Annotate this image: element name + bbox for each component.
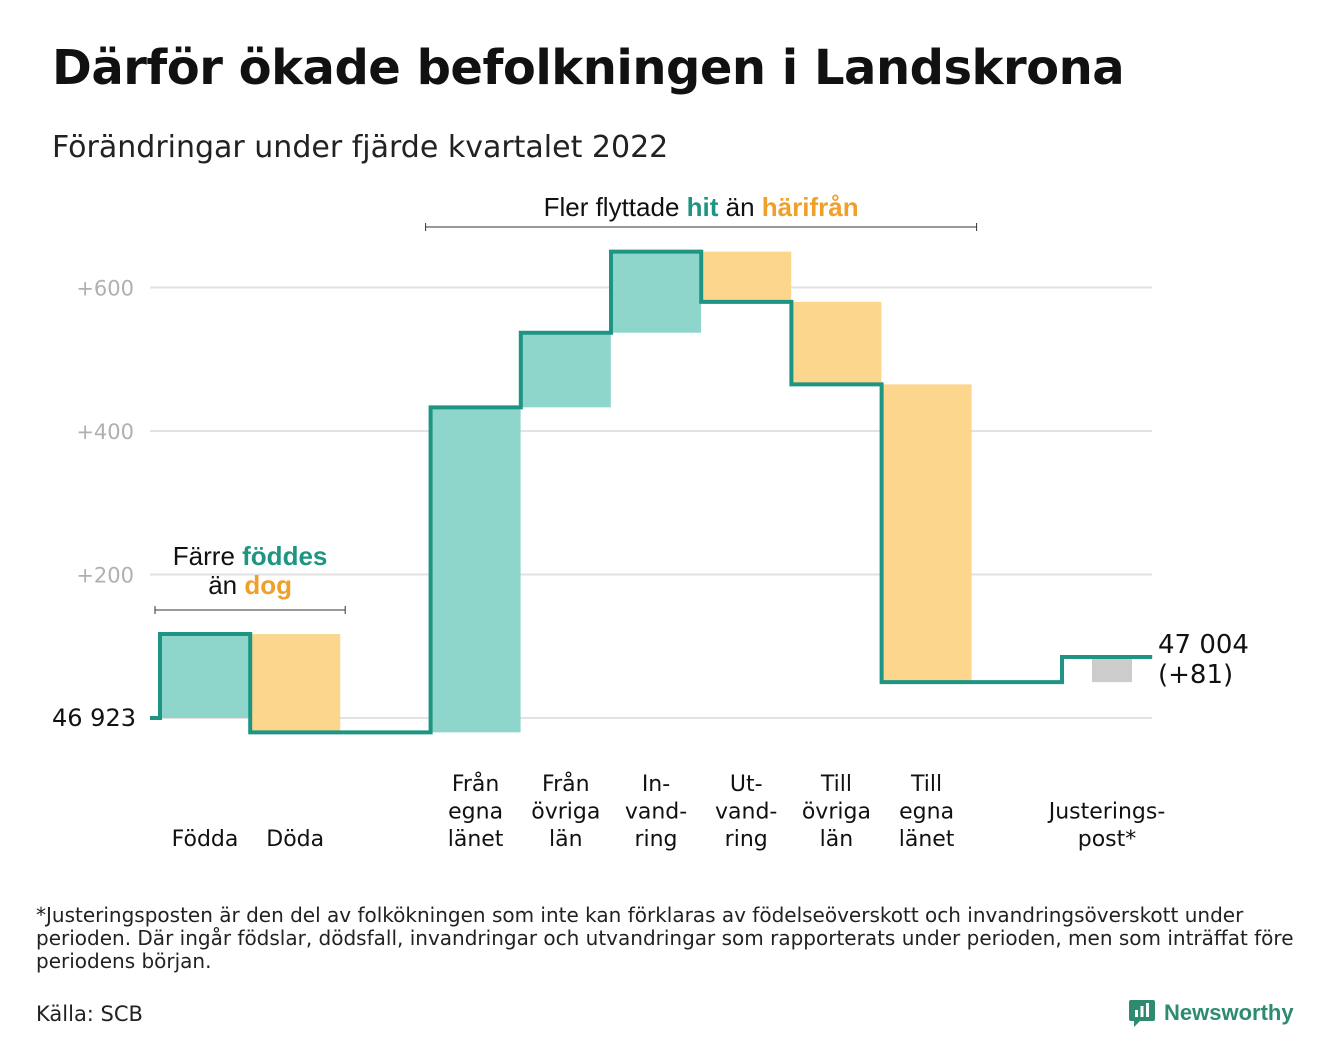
category-label: post* xyxy=(1078,827,1137,852)
category-label: vand- xyxy=(625,800,687,825)
annotation-part: härifrån xyxy=(762,192,859,222)
category-label: egna xyxy=(448,800,503,825)
brand-logo: Newsworthy xyxy=(1128,998,1294,1028)
bar-layer xyxy=(160,251,1132,733)
chart-title: Därför ökade befolkningen i Landskrona xyxy=(52,40,1125,96)
annotation-part: dog xyxy=(244,570,292,600)
footnote: *Justeringsposten är den del av folkökni… xyxy=(36,903,1294,973)
category-label: länet xyxy=(448,827,504,852)
line-layer xyxy=(150,249,1153,735)
waterfall-bar xyxy=(791,301,882,385)
annotation-group: Fler flyttade hit än härifrån xyxy=(425,192,978,231)
annotation-text: Färre föddes xyxy=(173,541,328,571)
category-label: Justerings- xyxy=(1047,800,1166,825)
category-label: vand- xyxy=(715,800,777,825)
chart-subtitle: Förändringar under fjärde kvartalet 2022 xyxy=(52,130,669,165)
category-label: övriga xyxy=(802,800,871,825)
category-label: län xyxy=(820,827,854,852)
bar-chart-icon xyxy=(1129,1000,1155,1027)
annotation-text: än dog xyxy=(208,570,292,600)
annotation-part: föddes xyxy=(242,541,327,571)
annotation-text: Fler flyttade hit än härifrån xyxy=(544,192,859,222)
annotation-part: än xyxy=(718,192,761,222)
category-label: länet xyxy=(899,827,955,852)
category-label: Döda xyxy=(266,827,324,852)
end-value-label: 47 004 xyxy=(1158,630,1249,660)
category-label: Ut- xyxy=(730,772,763,797)
category-label: Till xyxy=(910,772,942,797)
category-label: län xyxy=(549,827,583,852)
waterfall-bar xyxy=(250,634,341,733)
annotation-part: hit xyxy=(687,192,719,222)
category-label: In- xyxy=(642,772,670,797)
waterfall-bar xyxy=(160,634,250,718)
category-label: Till xyxy=(820,772,852,797)
running-total-line xyxy=(150,249,1153,735)
category-label: övriga xyxy=(531,800,600,825)
waterfall-bar xyxy=(881,384,972,683)
category-label: Från xyxy=(452,771,500,797)
category-label: ring xyxy=(634,827,677,852)
start-value-label: 46 923 xyxy=(52,704,136,732)
waterfall-bar xyxy=(520,332,611,408)
y-tick-label: +200 xyxy=(76,564,134,588)
waterfall-bar xyxy=(430,407,521,733)
annotation-part: Fler flyttade xyxy=(544,192,687,222)
waterfall-bar xyxy=(611,251,701,333)
y-tick-label: +600 xyxy=(76,277,134,301)
category-label: Födda xyxy=(172,827,239,852)
annotation-part: än xyxy=(208,570,244,600)
y-tick-label: +400 xyxy=(76,420,134,444)
end-value-label: (+81) xyxy=(1158,660,1233,690)
category-label: Från xyxy=(542,771,590,797)
category-label: egna xyxy=(899,800,954,825)
source-note: Källa: SCB xyxy=(36,1002,143,1026)
waterfall-bar xyxy=(701,251,792,302)
annotation-part: Färre xyxy=(173,541,242,571)
waterfall-bar xyxy=(1092,657,1132,683)
brand-name: Newsworthy xyxy=(1164,1000,1294,1025)
category-label: ring xyxy=(725,827,768,852)
